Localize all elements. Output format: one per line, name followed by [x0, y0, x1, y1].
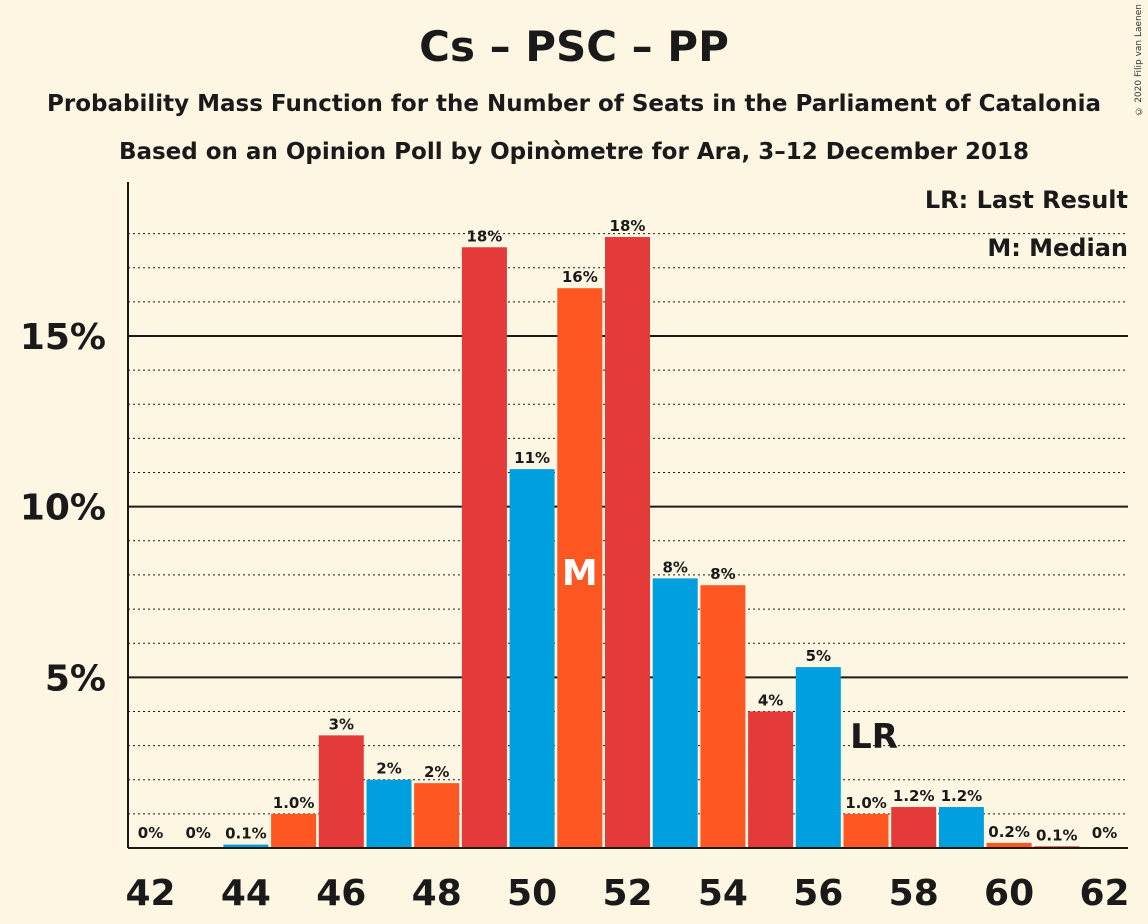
bar [509, 469, 555, 848]
bar [223, 844, 269, 848]
bar [891, 807, 937, 848]
data-label: 2% [424, 763, 449, 781]
data-label: 8% [710, 565, 735, 583]
data-label: 2% [376, 760, 401, 778]
chart-title: Cs – PSC – PP [419, 22, 729, 71]
legend-last-result: LR: Last Result [924, 186, 1128, 214]
data-label: 0% [185, 824, 210, 842]
bar [938, 807, 984, 848]
x-tick-label: 52 [602, 873, 652, 914]
y-tick-label: 15% [20, 317, 106, 358]
median-marker: M [562, 553, 598, 594]
bar [843, 813, 889, 848]
x-tick-label: 42 [125, 873, 175, 914]
data-label: 18% [466, 227, 502, 245]
bar [605, 237, 650, 849]
bar [461, 247, 507, 849]
data-label: 8% [662, 558, 687, 576]
bar [271, 813, 317, 848]
data-label: 4% [758, 691, 783, 709]
x-tick-label: 60 [984, 873, 1034, 914]
bar [318, 735, 364, 848]
data-label: 16% [562, 268, 598, 286]
data-label: 1.0% [273, 794, 315, 812]
bar [366, 779, 412, 848]
data-label: 0.1% [1036, 826, 1078, 844]
bar [986, 842, 1032, 848]
bar [795, 667, 841, 848]
x-tick-label: 50 [507, 873, 557, 914]
data-label: 11% [514, 449, 550, 467]
x-tick-label: 56 [793, 873, 843, 914]
bar [557, 288, 603, 848]
legend-median: M: Median [987, 234, 1128, 262]
y-tick-label: 5% [45, 658, 106, 699]
data-label: 0% [1092, 824, 1117, 842]
data-label: 1.2% [893, 787, 935, 805]
bar [414, 783, 460, 848]
y-tick-label: 10% [20, 488, 106, 529]
data-label: 1.2% [941, 787, 983, 805]
chart-subtitle: Probability Mass Function for the Number… [47, 91, 1101, 117]
data-label: 0.1% [225, 825, 267, 843]
data-label: 18% [610, 217, 646, 235]
data-label: 0% [138, 824, 163, 842]
data-label: 5% [806, 647, 831, 665]
data-label: 1.0% [845, 794, 887, 812]
x-tick-label: 46 [316, 873, 366, 914]
bar [700, 585, 746, 848]
x-tick-label: 54 [698, 873, 748, 914]
data-label: 0.2% [988, 823, 1030, 841]
x-tick-label: 48 [412, 873, 462, 914]
last-result-marker: LR [850, 717, 898, 757]
x-tick-label: 44 [221, 873, 271, 914]
chart-source: Based on an Opinion Poll by Opinòmetre f… [118, 139, 1030, 165]
x-tick-label: 62 [1079, 873, 1129, 914]
bar [652, 578, 698, 848]
data-label: 3% [329, 715, 354, 733]
bar [748, 711, 794, 848]
x-tick-label: 58 [889, 873, 939, 914]
